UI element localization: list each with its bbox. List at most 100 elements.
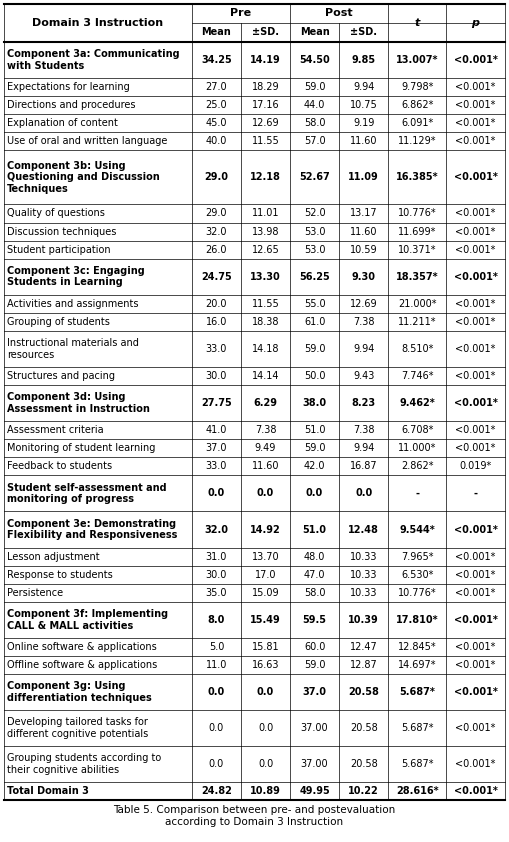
- Text: 0.0: 0.0: [257, 488, 274, 498]
- Text: 11.55: 11.55: [251, 299, 279, 309]
- Text: Component 3e: Demonstrating
Flexibility and Responsiveness: Component 3e: Demonstrating Flexibility …: [7, 519, 177, 541]
- Text: 33.0: 33.0: [206, 461, 227, 472]
- Text: 12.18: 12.18: [250, 173, 281, 183]
- Text: 27.0: 27.0: [206, 82, 227, 92]
- Text: 27.75: 27.75: [201, 398, 232, 408]
- Text: 18.29: 18.29: [252, 82, 279, 92]
- Text: 13.98: 13.98: [252, 226, 279, 237]
- Text: 30.0: 30.0: [206, 371, 227, 381]
- Text: 24.75: 24.75: [201, 272, 232, 282]
- Text: 5.0: 5.0: [209, 642, 224, 652]
- Text: 58.0: 58.0: [304, 588, 325, 598]
- Text: 11.01: 11.01: [252, 209, 279, 218]
- Text: 37.0: 37.0: [303, 687, 327, 697]
- Text: 37.00: 37.00: [301, 759, 328, 770]
- Text: 14.697*: 14.697*: [398, 660, 436, 670]
- Text: <0.001*: <0.001*: [454, 786, 497, 797]
- Text: <0.001*: <0.001*: [455, 82, 496, 92]
- Text: 0.0: 0.0: [258, 759, 273, 770]
- Text: 12.845*: 12.845*: [398, 642, 436, 652]
- Text: ±SD.: ±SD.: [350, 28, 377, 37]
- Text: 11.0: 11.0: [206, 660, 227, 670]
- Text: 12.47: 12.47: [350, 642, 378, 652]
- Text: Expectations for learning: Expectations for learning: [7, 82, 130, 92]
- Text: 9.30: 9.30: [352, 272, 376, 282]
- Text: 59.5: 59.5: [303, 615, 327, 625]
- Text: 30.0: 30.0: [206, 570, 227, 579]
- Text: 51.0: 51.0: [304, 425, 325, 435]
- Text: 20.58: 20.58: [350, 723, 378, 733]
- Text: <0.001*: <0.001*: [455, 209, 496, 218]
- Text: 49.95: 49.95: [299, 786, 330, 797]
- Text: Use of oral and written language: Use of oral and written language: [7, 136, 167, 147]
- Text: 16.385*: 16.385*: [396, 173, 438, 183]
- Text: 11.000*: 11.000*: [398, 443, 436, 453]
- Text: <0.001*: <0.001*: [455, 642, 496, 652]
- Text: 14.19: 14.19: [250, 55, 281, 65]
- Text: Instructional materials and
resources: Instructional materials and resources: [7, 338, 139, 360]
- Text: <0.001*: <0.001*: [454, 398, 497, 408]
- Text: 59.0: 59.0: [304, 660, 325, 670]
- Text: 31.0: 31.0: [206, 552, 227, 562]
- Text: 10.776*: 10.776*: [398, 209, 436, 218]
- Text: 12.65: 12.65: [251, 244, 279, 254]
- Text: 37.0: 37.0: [206, 443, 227, 453]
- Text: 12.69: 12.69: [252, 118, 279, 128]
- Text: <0.001*: <0.001*: [454, 55, 497, 65]
- Text: Directions and procedures: Directions and procedures: [7, 100, 135, 110]
- Text: Assessment criteria: Assessment criteria: [7, 425, 104, 435]
- Text: Mean: Mean: [300, 28, 329, 37]
- Text: 11.60: 11.60: [350, 226, 378, 237]
- Text: Pre: Pre: [231, 8, 251, 19]
- Text: 44.0: 44.0: [304, 100, 325, 110]
- Text: 56.25: 56.25: [299, 272, 330, 282]
- Text: 13.007*: 13.007*: [396, 55, 438, 65]
- Text: 10.33: 10.33: [350, 552, 378, 562]
- Text: 15.49: 15.49: [250, 615, 281, 625]
- Text: 18.38: 18.38: [252, 317, 279, 327]
- Text: 9.49: 9.49: [255, 443, 276, 453]
- Text: 14.18: 14.18: [252, 344, 279, 354]
- Text: Component 3a: Communicating
with Students: Component 3a: Communicating with Student…: [7, 49, 180, 71]
- Text: 13.17: 13.17: [350, 209, 378, 218]
- Text: Grouping students according to
their cognitive abilities: Grouping students according to their cog…: [7, 754, 161, 775]
- Text: 28.616*: 28.616*: [396, 786, 438, 797]
- Text: 50.0: 50.0: [304, 371, 325, 381]
- Text: Table 5. Comparison between pre- and postevaluation
according to Domain 3 Instru: Table 5. Comparison between pre- and pos…: [114, 806, 395, 827]
- Text: 57.0: 57.0: [304, 136, 325, 147]
- Text: 33.0: 33.0: [206, 344, 227, 354]
- Text: 51.0: 51.0: [303, 525, 327, 535]
- Text: 8.510*: 8.510*: [401, 344, 433, 354]
- Text: 10.89: 10.89: [250, 786, 281, 797]
- Text: 20.0: 20.0: [206, 299, 227, 309]
- Text: 26.0: 26.0: [206, 244, 227, 254]
- Text: 7.38: 7.38: [353, 317, 375, 327]
- Text: 10.22: 10.22: [348, 786, 379, 797]
- Text: Total Domain 3: Total Domain 3: [7, 786, 89, 797]
- Text: <0.001*: <0.001*: [454, 525, 497, 535]
- Text: 61.0: 61.0: [304, 317, 325, 327]
- Text: <0.001*: <0.001*: [455, 588, 496, 598]
- Text: <0.001*: <0.001*: [454, 615, 497, 625]
- Text: 32.0: 32.0: [206, 226, 227, 237]
- Text: <0.001*: <0.001*: [455, 425, 496, 435]
- Text: 9.85: 9.85: [352, 55, 376, 65]
- Text: Feedback to students: Feedback to students: [7, 461, 112, 472]
- Text: ±SD.: ±SD.: [252, 28, 279, 37]
- Text: 16.63: 16.63: [252, 660, 279, 670]
- Text: 12.48: 12.48: [348, 525, 379, 535]
- Text: 53.0: 53.0: [304, 244, 325, 254]
- Text: 0.0: 0.0: [209, 759, 224, 770]
- Text: 9.94: 9.94: [353, 443, 375, 453]
- Text: 11.211*: 11.211*: [398, 317, 436, 327]
- Text: <0.001*: <0.001*: [454, 687, 497, 697]
- Text: Response to students: Response to students: [7, 570, 113, 579]
- Text: <0.001*: <0.001*: [454, 272, 497, 282]
- Text: 2.862*: 2.862*: [401, 461, 433, 472]
- Text: 25.0: 25.0: [206, 100, 227, 110]
- Text: 7.38: 7.38: [255, 425, 276, 435]
- Text: 11.699*: 11.699*: [398, 226, 436, 237]
- Text: 6.862*: 6.862*: [401, 100, 433, 110]
- Text: 0.0: 0.0: [208, 488, 225, 498]
- Text: 0.0: 0.0: [355, 488, 373, 498]
